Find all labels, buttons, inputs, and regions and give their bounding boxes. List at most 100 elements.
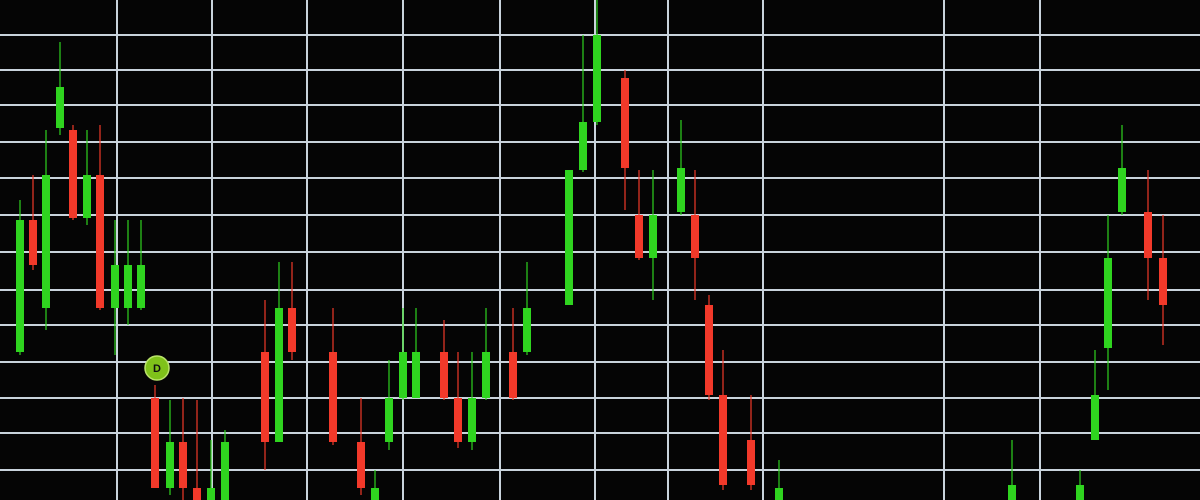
candle-body bbox=[635, 215, 643, 258]
candle-body bbox=[1118, 168, 1126, 212]
candle-body bbox=[440, 352, 448, 398]
annotation-marker bbox=[144, 355, 170, 381]
candle bbox=[523, 262, 531, 355]
candle-body bbox=[1104, 258, 1112, 348]
candle-body bbox=[523, 308, 531, 352]
candle bbox=[509, 308, 517, 400]
candle bbox=[635, 170, 643, 260]
candles bbox=[16, 0, 1167, 500]
candle bbox=[69, 125, 77, 220]
candle bbox=[124, 220, 132, 325]
candle-body bbox=[357, 442, 365, 488]
candle-body bbox=[329, 352, 337, 442]
candle-body bbox=[565, 170, 573, 305]
candle bbox=[357, 398, 365, 495]
candle bbox=[16, 200, 24, 355]
candle bbox=[482, 308, 490, 400]
candle-body bbox=[775, 488, 783, 500]
candle bbox=[677, 120, 685, 215]
candle bbox=[96, 125, 104, 310]
candle bbox=[775, 460, 783, 500]
candle-body bbox=[69, 130, 77, 218]
annotation-label: D bbox=[153, 363, 161, 375]
candle bbox=[454, 352, 462, 448]
candle-body bbox=[468, 398, 476, 442]
candle-body bbox=[705, 305, 713, 395]
candle-body bbox=[579, 122, 587, 170]
candle bbox=[747, 395, 755, 490]
candle-body bbox=[221, 442, 229, 500]
candle-body bbox=[124, 265, 132, 308]
candle bbox=[649, 170, 657, 300]
candle-body bbox=[399, 352, 407, 398]
candle bbox=[166, 400, 174, 495]
candle-body bbox=[454, 398, 462, 442]
candle bbox=[83, 130, 91, 225]
candle-body bbox=[649, 215, 657, 258]
candle bbox=[1008, 440, 1016, 500]
candle-body bbox=[482, 352, 490, 398]
candle-body bbox=[111, 265, 119, 308]
candle bbox=[1076, 470, 1084, 500]
candle-body bbox=[207, 488, 215, 500]
candle bbox=[193, 400, 201, 500]
candle-body bbox=[677, 168, 685, 212]
candle bbox=[593, 0, 601, 125]
candle-body bbox=[261, 352, 269, 442]
candle-body bbox=[1159, 258, 1167, 305]
candle-body bbox=[621, 78, 629, 168]
candle bbox=[691, 170, 699, 300]
candle-body bbox=[412, 352, 420, 398]
candle bbox=[371, 470, 379, 500]
candle-body bbox=[166, 442, 174, 488]
candle-body bbox=[1076, 485, 1084, 500]
candle-body bbox=[1008, 485, 1016, 500]
candle bbox=[719, 350, 727, 490]
candle bbox=[29, 175, 37, 270]
candle-body bbox=[275, 308, 283, 442]
candle bbox=[275, 262, 283, 442]
candle bbox=[1159, 215, 1167, 345]
candle-body bbox=[1144, 212, 1152, 258]
candle bbox=[221, 430, 229, 500]
candle-body bbox=[16, 220, 24, 352]
candle bbox=[151, 385, 159, 488]
candle bbox=[440, 320, 448, 400]
candle-body bbox=[288, 308, 296, 352]
candle bbox=[1118, 125, 1126, 215]
candle bbox=[42, 130, 50, 330]
candle bbox=[207, 440, 215, 500]
candle bbox=[1091, 350, 1099, 440]
annotations: D bbox=[144, 355, 170, 381]
candle bbox=[565, 170, 573, 305]
candle-body bbox=[179, 442, 187, 488]
candle bbox=[1104, 215, 1112, 390]
candle-body bbox=[96, 175, 104, 308]
candle bbox=[56, 42, 64, 135]
candle-body bbox=[691, 215, 699, 258]
candle bbox=[179, 398, 187, 500]
candle-body bbox=[83, 175, 91, 218]
candle-body bbox=[747, 440, 755, 485]
candle-body bbox=[137, 265, 145, 308]
candle-body bbox=[371, 488, 379, 500]
candle-body bbox=[42, 175, 50, 308]
candle-body bbox=[719, 395, 727, 485]
candle bbox=[1144, 170, 1152, 300]
candle-body bbox=[593, 35, 601, 122]
candle bbox=[111, 220, 119, 355]
candle bbox=[468, 352, 476, 450]
candle bbox=[399, 308, 407, 400]
candle bbox=[412, 308, 420, 398]
candle-body bbox=[1091, 395, 1099, 440]
candle-body bbox=[193, 488, 201, 500]
candle-body bbox=[509, 352, 517, 398]
candle-body bbox=[29, 220, 37, 265]
candle-body bbox=[151, 398, 159, 488]
candle bbox=[288, 262, 296, 360]
candle-body bbox=[56, 87, 64, 128]
candle bbox=[579, 35, 587, 172]
candle bbox=[705, 295, 713, 400]
